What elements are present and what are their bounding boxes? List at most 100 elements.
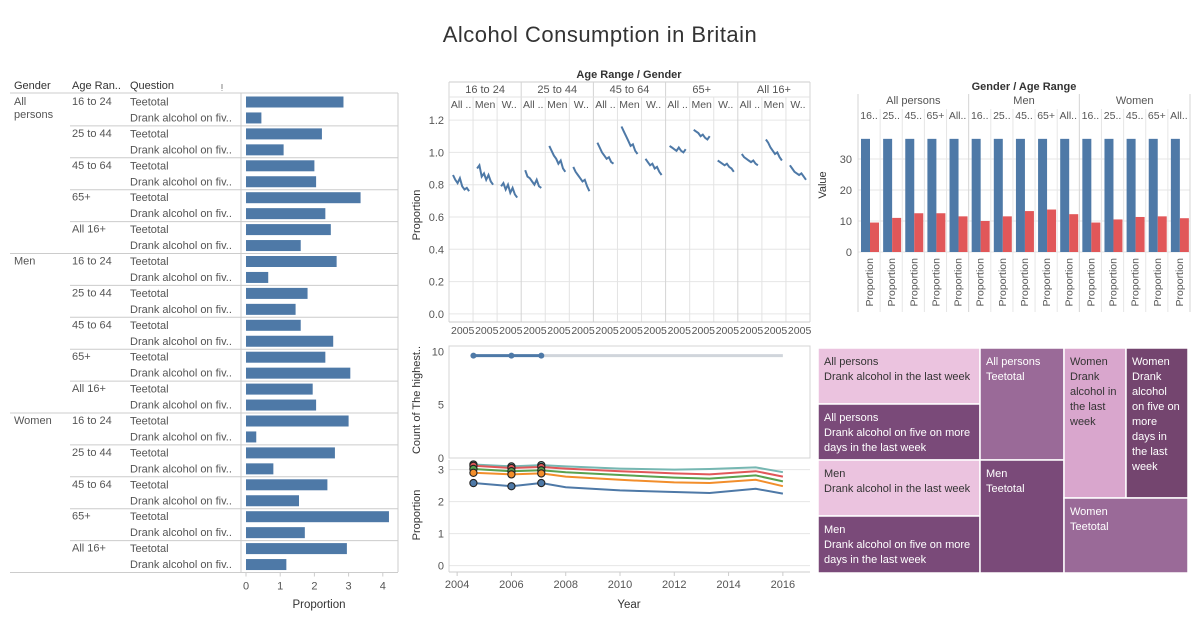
- gender-header: Men: [1013, 95, 1034, 107]
- treemap-tile: [1063, 347, 1127, 499]
- question-label: Teetotal: [130, 511, 169, 523]
- bar: [246, 128, 322, 140]
- measure-label: Proportion: [975, 258, 987, 307]
- treemap-label: Teetotal: [1070, 521, 1109, 533]
- trend-line: [473, 481, 784, 495]
- trend-line: [473, 471, 784, 488]
- measure-label: Proportion: [997, 258, 1009, 307]
- bar-red: [1179, 218, 1189, 252]
- age-header: 25..: [1104, 110, 1122, 122]
- y-axis-label: Count of The highest..: [411, 346, 423, 454]
- gender-header: Men: [547, 99, 568, 111]
- bar: [246, 208, 326, 220]
- bar-blue: [861, 138, 870, 252]
- bar-blue: [1060, 138, 1070, 252]
- question-label: Teetotal: [130, 320, 169, 332]
- sparkline: [693, 128, 711, 141]
- question-label: Drank alcohol on fiv..: [130, 431, 232, 443]
- sparkline: [789, 164, 807, 181]
- age-header: 65+: [1037, 110, 1055, 122]
- trend-line: [473, 464, 784, 478]
- trend-point: [469, 468, 478, 477]
- y-tick-label: 10: [432, 346, 444, 358]
- treemap-label: on five on: [1132, 401, 1180, 413]
- age-header: 25..: [993, 110, 1011, 122]
- x-tick-label: 2005: [788, 325, 812, 337]
- x-tick-label: 2005: [644, 325, 668, 337]
- x-tick-label: 2005: [716, 325, 740, 337]
- treemap-label: week: [1069, 416, 1096, 428]
- gender-header: All ..: [595, 99, 615, 111]
- trend-point: [507, 470, 516, 479]
- gender-label: Men: [14, 256, 35, 268]
- y-tick-label: 20: [840, 185, 852, 197]
- sparkline: [669, 145, 687, 154]
- question-label: Drank alcohol on fiv..: [130, 112, 232, 124]
- age-label: 45 to 64: [72, 479, 112, 491]
- question-label: Drank alcohol on fiv..: [130, 336, 232, 348]
- measure-label: Proportion: [1108, 258, 1120, 307]
- y-tick-label: 10: [840, 216, 852, 228]
- bar: [246, 367, 351, 379]
- header-gender: Gender: [14, 80, 51, 92]
- bar-red: [1157, 216, 1167, 252]
- trend-point: [507, 482, 516, 491]
- gender-header: W..: [646, 99, 661, 111]
- bar-blue: [1126, 138, 1136, 252]
- bar: [246, 96, 344, 108]
- measure-label: Proportion: [930, 258, 942, 307]
- treemap-label: days in: [1132, 431, 1167, 443]
- x-tick-label: 2005: [547, 325, 571, 337]
- treemap-label: the last: [1070, 401, 1105, 413]
- x-tick-label: 2005: [595, 325, 619, 337]
- trend-point: [537, 469, 546, 478]
- treemap-tile: [817, 515, 981, 574]
- bar-blue: [1148, 138, 1158, 252]
- bar: [246, 192, 361, 204]
- treemap-tile: [1063, 497, 1189, 574]
- age-label: All 16+: [72, 383, 106, 395]
- x-tick-label: 2005: [668, 325, 692, 337]
- bar-blue: [927, 138, 937, 252]
- question-label: Teetotal: [130, 384, 169, 396]
- question-label: Drank alcohol on fiv..: [130, 495, 232, 507]
- y-tick-label: 0.8: [429, 180, 444, 192]
- y-tick-label: 30: [840, 154, 852, 166]
- age-header: 45..: [1015, 110, 1033, 122]
- x-tick-label: 0: [243, 581, 249, 593]
- x-tick-label: 1: [277, 581, 283, 593]
- bar-red: [1002, 216, 1012, 252]
- x-tick-label: 2005: [499, 325, 523, 337]
- treemap-label: alcohol in: [1070, 386, 1116, 398]
- count-point: [470, 352, 477, 359]
- age-header: 16 to 24: [465, 84, 505, 96]
- gender-label: Women: [14, 415, 52, 427]
- treemap-tile: [817, 347, 981, 405]
- sparkline: [596, 142, 615, 165]
- question-label: Drank alcohol on fiv..: [130, 463, 232, 475]
- gender-header: All ..: [451, 99, 471, 111]
- measure-label: Proportion: [1041, 258, 1053, 307]
- x-tick-label: 2016: [771, 579, 795, 591]
- y-tick-label: 0.4: [429, 244, 444, 256]
- measure-label: Proportion: [886, 258, 898, 307]
- age-header: 16..: [971, 110, 989, 122]
- gender-header: W..: [502, 99, 517, 111]
- x-tick-label: 2008: [553, 579, 577, 591]
- measure-label: Proportion: [908, 258, 920, 307]
- age-label: All 16+: [72, 543, 106, 555]
- age-header: 16..: [1082, 110, 1100, 122]
- bar: [246, 511, 389, 523]
- trend-panel: Proportion 0 1 2 3 2004 2006 2008 2010 2012 2014 20…: [411, 460, 810, 611]
- treemap-label: Men: [986, 468, 1007, 480]
- bar-blue: [993, 138, 1003, 252]
- bar-blue: [949, 138, 959, 252]
- age-header: All..: [949, 110, 967, 122]
- bar-red: [1047, 209, 1057, 252]
- gender-header: All ..: [667, 99, 687, 111]
- treemap-label: All persons: [986, 356, 1041, 368]
- age-label: 25 to 44: [72, 447, 112, 459]
- question-label: Drank alcohol on fiv..: [130, 272, 232, 284]
- bar: [246, 224, 331, 236]
- treemap-tile: [817, 459, 981, 517]
